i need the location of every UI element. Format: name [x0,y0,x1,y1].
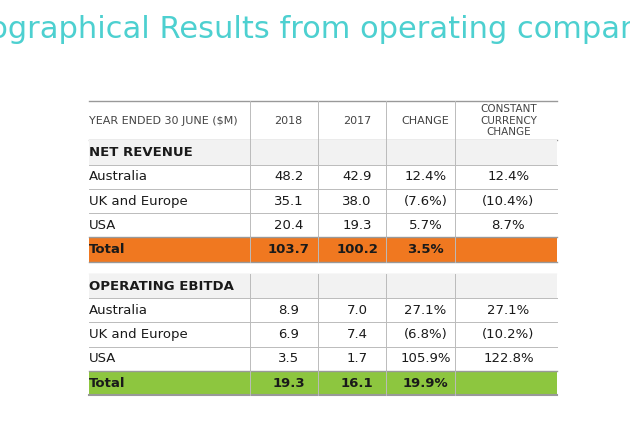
Text: 12.4%: 12.4% [488,170,529,183]
Text: (10.4%): (10.4%) [483,194,534,208]
Text: 19.9%: 19.9% [403,377,448,390]
Text: 1.7: 1.7 [346,352,368,365]
Text: 38.0: 38.0 [342,194,372,208]
Text: 35.1: 35.1 [274,194,304,208]
Text: CHANGE: CHANGE [401,116,449,126]
Text: Australia: Australia [88,170,147,183]
Text: 5.7%: 5.7% [408,219,442,232]
Text: 3.5%: 3.5% [407,243,444,256]
Text: 20.4: 20.4 [274,219,304,232]
Text: 7.0: 7.0 [346,304,367,317]
Text: USA: USA [88,219,116,232]
Text: 7.4: 7.4 [346,328,367,341]
Bar [88,237,558,262]
Text: 12.4%: 12.4% [404,170,447,183]
Text: 6.9: 6.9 [278,328,299,341]
Text: 3.5: 3.5 [278,352,299,365]
Bar [88,140,558,165]
Text: (6.8%): (6.8%) [404,328,447,341]
Text: 103.7: 103.7 [268,243,309,256]
Text: 27.1%: 27.1% [487,304,530,317]
Text: 16.1: 16.1 [341,377,374,390]
Text: 105.9%: 105.9% [400,352,450,365]
Text: UK and Europe: UK and Europe [88,194,187,208]
Text: 19.3: 19.3 [342,219,372,232]
Text: YEAR ENDED 30 JUNE ($M): YEAR ENDED 30 JUNE ($M) [88,116,237,126]
Bar [88,274,558,298]
Text: NET REVENUE: NET REVENUE [88,146,192,159]
Text: OPERATING EBITDA: OPERATING EBITDA [88,279,233,293]
Text: 48.2: 48.2 [274,170,304,183]
Text: 2017: 2017 [343,116,371,126]
Text: Total: Total [88,377,125,390]
Text: 8.7%: 8.7% [491,219,525,232]
Text: (10.2%): (10.2%) [482,328,535,341]
Text: USA: USA [88,352,116,365]
Text: Total: Total [88,243,125,256]
Bar [88,371,558,395]
Text: 42.9: 42.9 [342,170,372,183]
Text: 27.1%: 27.1% [404,304,447,317]
Text: 19.3: 19.3 [272,377,305,390]
Text: CONSTANT
CURRENCY
CHANGE: CONSTANT CURRENCY CHANGE [480,104,537,138]
Text: 2018: 2018 [275,116,303,126]
Text: UK and Europe: UK and Europe [88,328,187,341]
Text: 8.9: 8.9 [278,304,299,317]
Text: 122.8%: 122.8% [483,352,534,365]
Text: (7.6%): (7.6%) [403,194,447,208]
Text: 100.2: 100.2 [336,243,378,256]
Text: Geographical Results from operating companies: Geographical Results from operating comp… [0,15,630,44]
Text: Australia: Australia [88,304,147,317]
